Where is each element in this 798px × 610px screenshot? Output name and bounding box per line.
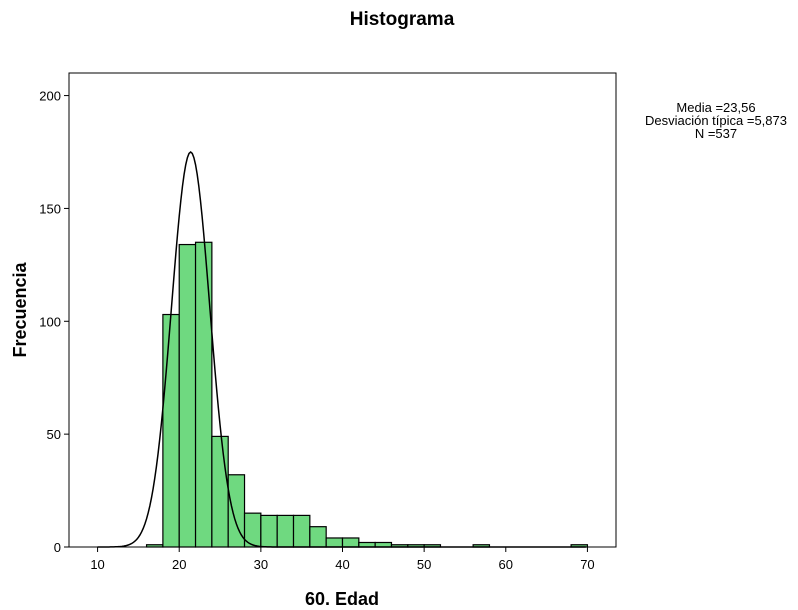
y-tick-label: 50 (47, 427, 61, 442)
y-tick-label: 0 (54, 540, 61, 555)
x-tick-label: 60 (499, 557, 513, 572)
histogram-bar-10 (309, 526, 327, 548)
histogram-bar-12 (341, 537, 360, 548)
x-axis-label: 60. Edad (305, 589, 379, 609)
y-tick-label: 100 (39, 314, 61, 329)
stats-line-0: Media =23,56 (676, 100, 755, 115)
y-tick-label: 200 (39, 89, 61, 104)
x-tick-label: 50 (417, 557, 431, 572)
histogram-bar-0 (145, 544, 164, 548)
y-axis-label: Frecuencia (10, 261, 30, 357)
histogram-bar-11 (325, 537, 344, 548)
histogram-bar-2 (178, 243, 197, 548)
histogram-bar-4 (211, 435, 229, 548)
histogram-bar-8 (276, 514, 295, 548)
normal-curve (97, 151, 586, 548)
plot-area (68, 72, 617, 548)
chart-title: Histograma (350, 9, 455, 30)
stats-line-1: Desviación típica =5,873 (645, 113, 787, 128)
x-axis: 10 20 30 40 50 60 70 (90, 547, 595, 572)
stats-line-2: N =537 (695, 126, 737, 141)
histogram-bar-7 (260, 514, 278, 548)
x-tick-label: 30 (254, 557, 268, 572)
bars-group (145, 241, 589, 548)
x-tick-label: 20 (172, 557, 186, 572)
x-tick-label: 40 (335, 557, 349, 572)
histogram-bar-1 (162, 313, 180, 548)
histogram-bar-3 (194, 241, 213, 548)
y-axis: 0 50 100 150 200 (39, 89, 69, 555)
x-tick-label: 70 (580, 557, 594, 572)
x-tick-label: 10 (90, 557, 104, 572)
histogram-bar-5 (227, 474, 246, 548)
y-tick-label: 150 (39, 201, 61, 216)
histogram-bar-9 (292, 514, 311, 548)
